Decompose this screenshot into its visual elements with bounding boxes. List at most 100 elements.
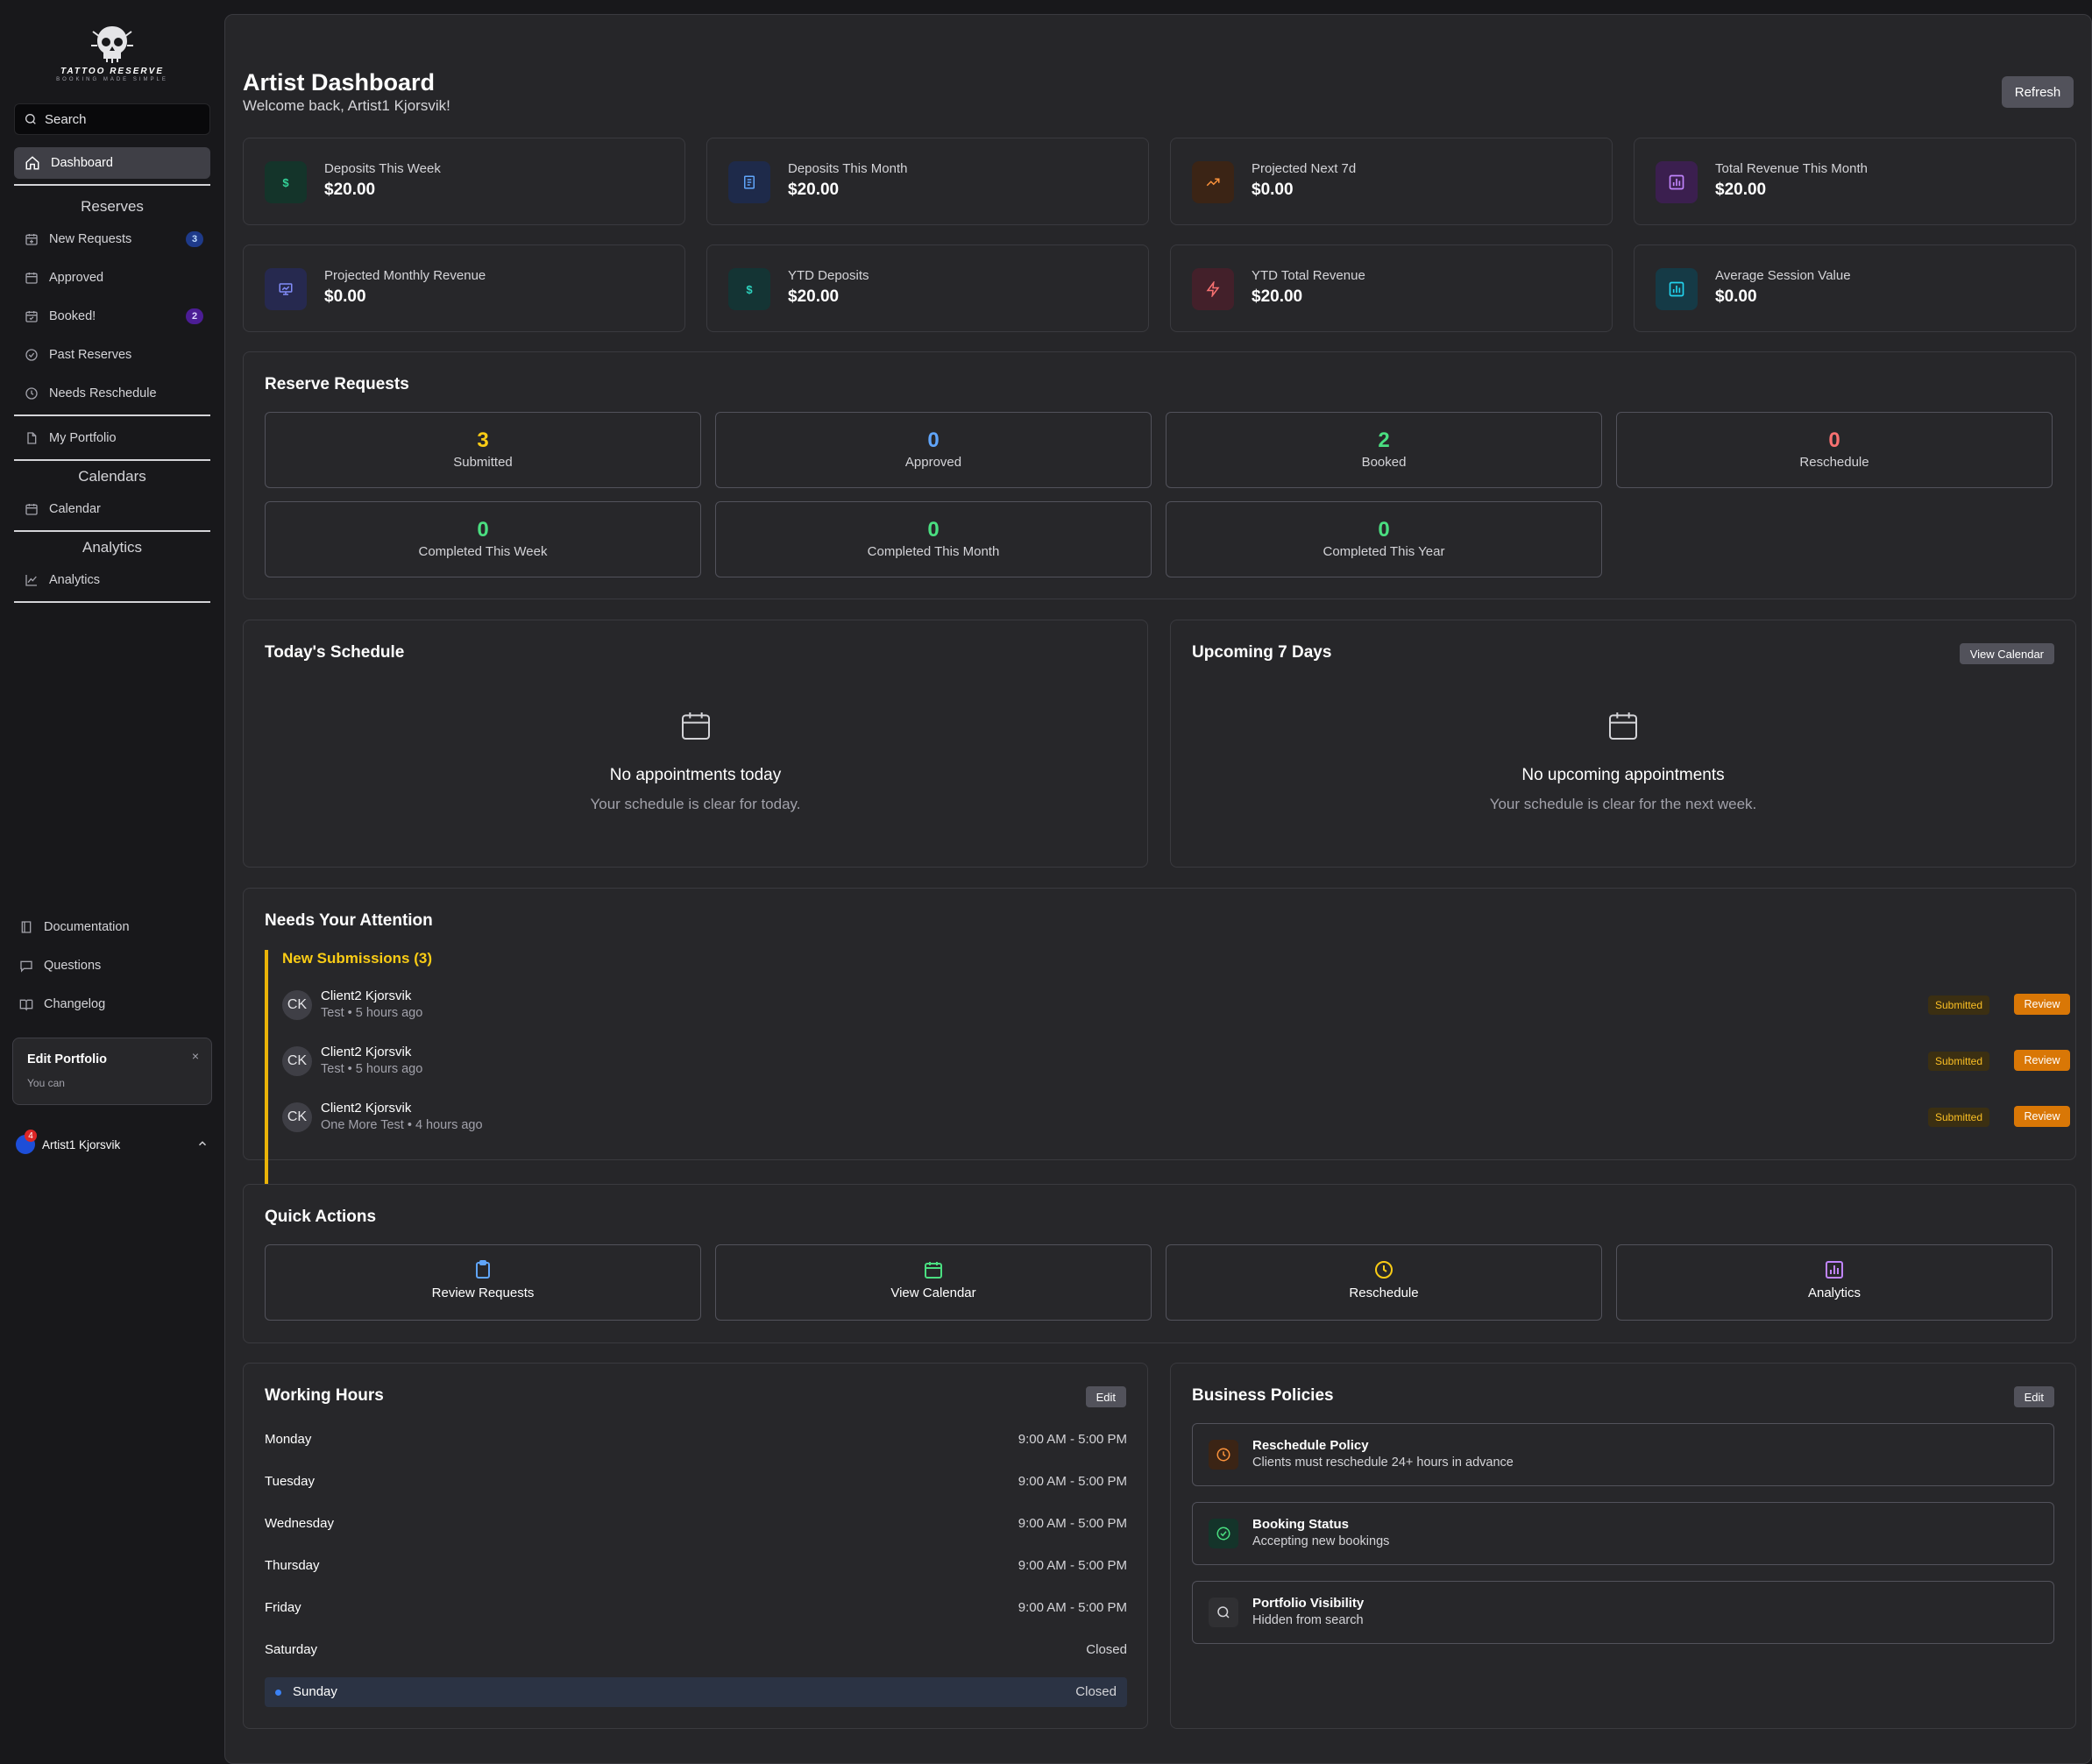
hours-value: Closed [1075, 1684, 1117, 1699]
request-tile-reschedule[interactable]: 0 Reschedule [1616, 412, 2053, 488]
search-input[interactable] [45, 111, 202, 127]
analytics-button[interactable]: Analytics [1616, 1244, 2053, 1321]
check-circle-icon [1209, 1519, 1238, 1548]
stat-label: Projected Next 7d [1252, 161, 1357, 176]
hours-row-sunday-today: Sunday Closed [265, 1677, 1127, 1707]
request-count: 0 [477, 518, 489, 542]
status-badge: Submitted [1927, 1108, 1989, 1127]
request-tile-completed-year[interactable]: 0 Completed This Year [1166, 501, 1602, 577]
policy-title: Reschedule Policy [1252, 1438, 1369, 1453]
view-calendar-button[interactable]: View Calendar [1959, 643, 2054, 664]
section-label-analytics: Analytics [82, 539, 143, 556]
stat-value: $0.00 [1252, 181, 1294, 199]
search-box[interactable] [14, 103, 210, 135]
list-item[interactable]: CK Client2 Kjorsvik Test • 5 hours ago S… [282, 1043, 2070, 1081]
request-tile-approved[interactable]: 0 Approved [715, 412, 1152, 488]
user-menu[interactable]: 4 Artist1 Kjorsvik [16, 1130, 209, 1155]
search-icon [25, 114, 36, 124]
today-indicator [275, 1690, 281, 1696]
sidebar-item-booked[interactable]: Booked! 2 [14, 301, 210, 332]
business-policies-card: Business Policies Edit Reschedule Policy… [1170, 1363, 2076, 1729]
view-calendar-quick-button[interactable]: View Calendar [715, 1244, 1152, 1321]
review-button[interactable]: Review [2014, 1106, 2070, 1127]
sidebar-item-approved[interactable]: Approved [14, 262, 210, 294]
hours-row-friday: Friday 9:00 AM - 5:00 PM [265, 1593, 1127, 1623]
request-tile-completed-week[interactable]: 0 Completed This Week [265, 501, 701, 577]
avatar: CK [282, 990, 312, 1020]
clock-icon [1375, 1261, 1393, 1279]
policy-booking-status: Booking Status Accepting new bookings [1192, 1502, 2054, 1565]
sidebar-item-calendar[interactable]: Calendar [14, 493, 210, 525]
quick-action-label: Analytics [1807, 1286, 1862, 1300]
hours-value: 9:00 AM - 5:00 PM [1018, 1474, 1127, 1489]
day-label: Saturday [265, 1642, 318, 1657]
status-badge: Submitted [1927, 995, 1989, 1015]
clock-icon [25, 387, 38, 400]
quick-actions-card: Quick Actions Review Requests View Calen… [243, 1184, 2076, 1343]
stat-card-average-session: Average Session Value $0.00 [1634, 244, 2076, 332]
policy-description: Accepting new bookings [1252, 1534, 1390, 1548]
sidebar-item-questions[interactable]: Questions [9, 950, 205, 981]
calendar-icon [682, 712, 710, 740]
search-icon [1209, 1598, 1238, 1627]
request-count: 0 [1828, 429, 1840, 452]
sidebar-item-changelog[interactable]: Changelog [9, 988, 205, 1020]
sidebar-item-label: Past Reserves [49, 348, 132, 362]
sidebar-item-new-requests[interactable]: New Requests 3 [14, 223, 210, 255]
hours-value: 9:00 AM - 5:00 PM [1018, 1558, 1127, 1573]
quick-action-label: Review Requests [431, 1286, 535, 1300]
chart-bar-icon [1656, 268, 1698, 310]
request-label: Approved [904, 455, 962, 470]
hours-row-tuesday: Tuesday 9:00 AM - 5:00 PM [265, 1467, 1127, 1497]
stat-label: YTD Deposits [788, 268, 869, 283]
hours-value: Closed [1086, 1642, 1127, 1657]
sidebar-item-documentation[interactable]: Documentation [9, 911, 205, 943]
sidebar-divider [14, 601, 210, 603]
sidebar-item-label: Changelog [44, 997, 106, 1011]
review-requests-button[interactable]: Review Requests [265, 1244, 701, 1321]
reschedule-button[interactable]: Reschedule [1166, 1244, 1602, 1321]
review-button[interactable]: Review [2014, 994, 2070, 1015]
edit-policies-button[interactable]: Edit [2013, 1386, 2054, 1407]
card-title: Quick Actions [265, 1208, 377, 1226]
dollar-icon: $ [265, 161, 307, 203]
sidebar-item-label: Dashboard [51, 156, 113, 170]
policy-description: Hidden from search [1252, 1613, 1364, 1627]
edit-hours-button[interactable]: Edit [1085, 1386, 1126, 1407]
calendar-icon [925, 1262, 942, 1279]
close-icon[interactable]: × [191, 1049, 199, 1063]
request-meta: One More Test • 4 hours ago [321, 1118, 483, 1132]
avatar: 4 [16, 1130, 37, 1154]
refresh-button[interactable]: Refresh [2002, 76, 2074, 108]
day-label: Wednesday [265, 1516, 334, 1531]
request-label: Booked [1361, 455, 1407, 470]
list-item[interactable]: CK Client2 Kjorsvik Test • 5 hours ago S… [282, 987, 2070, 1025]
sidebar-item-analytics[interactable]: Analytics [14, 564, 210, 596]
list-item[interactable]: CK Client2 Kjorsvik One More Test • 4 ho… [282, 1099, 2070, 1137]
stat-label: Deposits This Week [324, 161, 441, 176]
section-label-reserves: Reserves [81, 198, 144, 215]
edit-portfolio-toast[interactable]: Edit Portfolio You can × [12, 1038, 212, 1105]
sidebar-item-needs-reschedule[interactable]: Needs Reschedule [14, 378, 210, 409]
sidebar-item-past-reserves[interactable]: Past Reserves [14, 339, 210, 371]
request-tile-submitted[interactable]: 3 Submitted [265, 412, 701, 488]
day-label: Sunday [293, 1684, 337, 1699]
policy-portfolio-visibility: Portfolio Visibility Hidden from search [1192, 1581, 2054, 1644]
policy-title: Portfolio Visibility [1252, 1596, 1365, 1611]
sidebar-item-dashboard[interactable]: Dashboard [14, 147, 210, 179]
stat-label: YTD Total Revenue [1252, 268, 1365, 283]
card-title: Reserve Requests [265, 375, 409, 393]
count-badge: 3 [186, 231, 203, 247]
stat-card-projected-monthly: Projected Monthly Revenue $0.00 [243, 244, 685, 332]
brand-name: TATTOO RESERVE [60, 67, 164, 76]
day-label: Friday [265, 1600, 301, 1615]
request-tile-completed-month[interactable]: 0 Completed This Month [715, 501, 1152, 577]
brand-logo[interactable]: TATTOO RESERVE BOOKING MADE SIMPLE [54, 23, 170, 86]
request-meta: Test • 5 hours ago [321, 1006, 423, 1020]
sidebar-item-my-portfolio[interactable]: My Portfolio [14, 422, 210, 454]
request-tile-booked[interactable]: 2 Booked [1166, 412, 1602, 488]
request-count: 0 [1378, 518, 1390, 542]
review-button[interactable]: Review [2014, 1050, 2070, 1071]
welcome-text: Welcome back, Artist1 Kjorsvik! [243, 97, 450, 114]
sidebar-item-label: Questions [44, 959, 102, 973]
